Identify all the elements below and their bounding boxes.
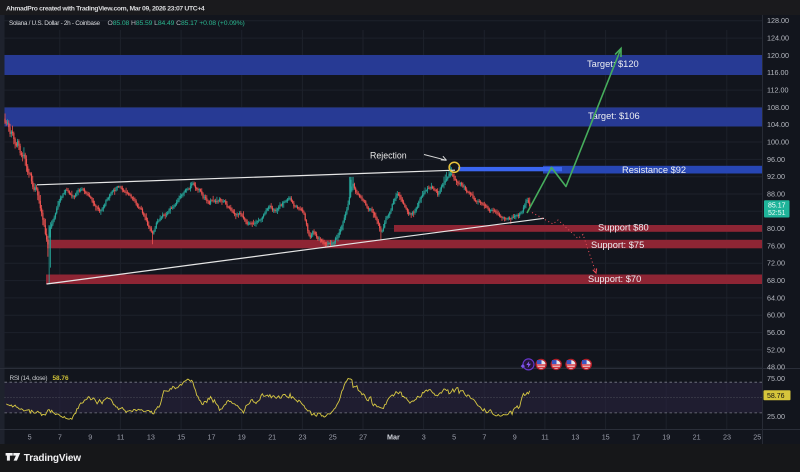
svg-text:Rejection: Rejection: [370, 151, 407, 161]
svg-text:15: 15: [177, 433, 185, 442]
svg-text:7: 7: [58, 433, 62, 442]
svg-text:23: 23: [723, 433, 731, 442]
svg-text:25.00: 25.00: [767, 412, 785, 421]
svg-text:56.00: 56.00: [767, 328, 785, 337]
svg-text:48.00: 48.00: [767, 363, 785, 372]
svg-text:Target: $120: Target: $120: [587, 59, 639, 69]
svg-text:AhmadPro created with TradingV: AhmadPro created with TradingView.com, M…: [6, 6, 205, 13]
svg-text:19: 19: [662, 433, 670, 442]
svg-text:13: 13: [571, 433, 579, 442]
svg-text:58.76: 58.76: [767, 393, 785, 400]
svg-text:Mar: Mar: [387, 433, 400, 442]
svg-text:64.00: 64.00: [767, 293, 785, 302]
svg-text:17: 17: [632, 433, 640, 442]
svg-text:Target: $106: Target: $106: [588, 111, 640, 121]
svg-text:58.76: 58.76: [53, 375, 69, 382]
svg-text:O85.08 H85.59 L84.49 C85.17 +0: O85.08 H85.59 L84.49 C85.17 +0.08 (+0.09…: [108, 20, 245, 27]
svg-text:80.00: 80.00: [767, 224, 785, 233]
svg-text:11: 11: [541, 433, 548, 442]
svg-text:TradingView: TradingView: [24, 453, 81, 464]
svg-text:25: 25: [753, 433, 761, 442]
svg-text:9: 9: [513, 433, 517, 442]
svg-text:Support: $70: Support: $70: [588, 274, 641, 284]
svg-text:85.17: 85.17: [768, 202, 786, 209]
svg-text:27: 27: [359, 433, 367, 442]
svg-text:100.00: 100.00: [767, 137, 789, 146]
svg-text:52:51: 52:51: [768, 210, 786, 217]
svg-text:68.00: 68.00: [767, 276, 785, 285]
svg-text:7: 7: [482, 433, 486, 442]
svg-text:76.00: 76.00: [767, 241, 785, 250]
svg-text:116.00: 116.00: [767, 68, 788, 77]
svg-text:5: 5: [28, 433, 32, 442]
svg-text:15: 15: [602, 433, 610, 442]
svg-text:52.00: 52.00: [767, 345, 785, 354]
svg-text:96.00: 96.00: [767, 155, 785, 164]
svg-text:108.00: 108.00: [767, 103, 789, 112]
svg-text:RSI (14, close): RSI (14, close): [10, 375, 48, 382]
svg-text:120.00: 120.00: [767, 51, 789, 60]
svg-text:75.00: 75.00: [767, 374, 785, 383]
svg-text:60.00: 60.00: [767, 311, 785, 320]
svg-text:21: 21: [268, 433, 276, 442]
svg-text:21: 21: [693, 433, 701, 442]
svg-text:72.00: 72.00: [767, 259, 785, 268]
svg-text:128.00: 128.00: [767, 16, 789, 25]
svg-text:124.00: 124.00: [767, 34, 789, 43]
svg-text:Support: $75: Support: $75: [591, 240, 644, 250]
svg-text:17: 17: [208, 433, 216, 442]
svg-text:25: 25: [329, 433, 337, 442]
svg-text:Support $80: Support $80: [598, 223, 649, 233]
svg-text:92.00: 92.00: [767, 172, 785, 181]
svg-text:Resistance $92: Resistance $92: [622, 165, 686, 175]
svg-text:88.00: 88.00: [767, 189, 785, 198]
svg-text:Solana / U.S. Dollar - 2h - Co: Solana / U.S. Dollar - 2h - Coinbase: [9, 20, 101, 27]
svg-text:23: 23: [299, 433, 307, 442]
svg-text:19: 19: [238, 433, 246, 442]
svg-text:13: 13: [147, 433, 155, 442]
svg-text:3: 3: [422, 433, 426, 442]
svg-text:112.00: 112.00: [767, 86, 788, 95]
svg-text:9: 9: [88, 433, 92, 442]
svg-text:104.00: 104.00: [767, 120, 789, 129]
svg-text:11: 11: [117, 433, 124, 442]
svg-text:5: 5: [452, 433, 456, 442]
